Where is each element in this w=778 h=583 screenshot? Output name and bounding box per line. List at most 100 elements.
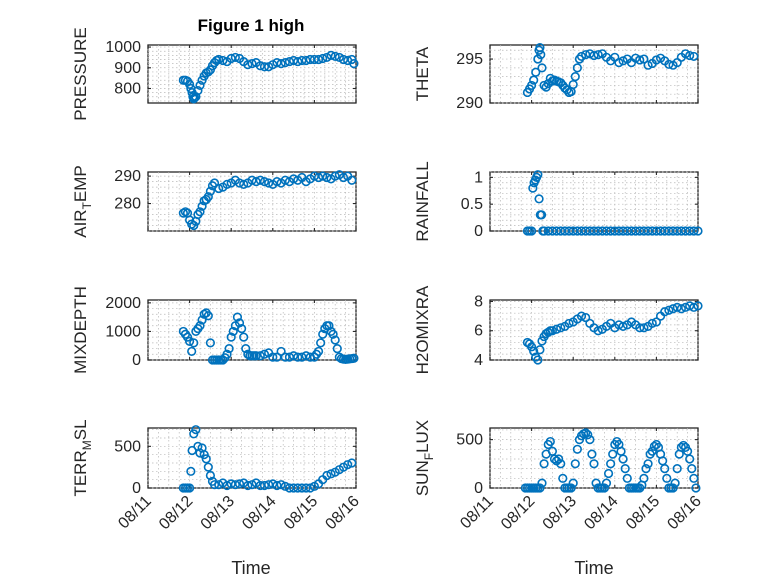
y-tick-label: 1000 — [105, 323, 141, 340]
data-point — [668, 483, 678, 493]
data-point — [218, 55, 228, 66]
data-point — [535, 483, 545, 493]
y-axis-label: MIXDEPTH — [71, 286, 90, 374]
data-point — [529, 346, 539, 356]
data-point — [318, 329, 328, 339]
data-point — [526, 226, 537, 236]
y-axis-label-tail: SL — [71, 419, 90, 440]
data-point — [222, 349, 232, 359]
data-point — [280, 175, 290, 185]
data-point — [326, 50, 336, 60]
data-point — [324, 321, 334, 331]
data-point — [622, 473, 632, 483]
data-point — [230, 52, 240, 63]
data-point — [535, 345, 545, 355]
data-point — [649, 441, 659, 451]
data-point — [562, 85, 572, 95]
data-point — [280, 481, 290, 491]
data-point — [641, 464, 651, 474]
figure-title: Figure 1 high — [198, 16, 305, 35]
y-axis-label-main: THETA — [413, 46, 432, 101]
data-point — [338, 172, 349, 183]
data-point — [280, 352, 290, 362]
data-point — [572, 63, 582, 73]
data-point — [543, 327, 553, 337]
data-point — [322, 470, 332, 481]
data-point — [693, 226, 703, 236]
data-point — [193, 85, 203, 96]
data-point — [635, 55, 645, 65]
data-point — [330, 335, 340, 345]
data-point — [239, 179, 249, 189]
data-point — [297, 55, 307, 66]
data-point — [576, 311, 587, 321]
data-point — [536, 210, 547, 220]
y-tick-label: 0.5 — [461, 196, 483, 213]
y-tick-label: 8 — [474, 293, 483, 310]
data-point — [554, 454, 564, 464]
data-point — [662, 473, 672, 483]
subplot-1: 800 900 1000 PRESSURE — [71, 27, 359, 121]
y-tick-label: 280 — [114, 196, 141, 213]
grid — [489, 300, 699, 361]
data-point — [264, 178, 274, 188]
subplot-8: 08/11 08/12 08/13 08/14 08/15 08/16 0 500 SUNFLU… — [413, 420, 705, 533]
x-tick-label: 08/16 — [322, 493, 362, 533]
data-point — [228, 326, 238, 337]
grid — [147, 172, 357, 232]
data-point — [328, 329, 338, 339]
data-point — [197, 315, 207, 325]
y-axis-label-main: H2OMIXRA — [413, 285, 432, 374]
y-tick-label: 0 — [132, 480, 141, 497]
data-point — [226, 332, 236, 342]
y-axis-label-subscript: M — [80, 440, 94, 450]
data-point — [589, 50, 599, 61]
data-point — [247, 59, 257, 69]
data-point — [568, 478, 578, 488]
x-tick-label: 08/13 — [540, 493, 580, 533]
data-point — [243, 60, 253, 70]
data-point — [224, 343, 234, 354]
x-axis-label-left: Time — [231, 558, 270, 578]
data-point — [568, 79, 578, 90]
data-point — [251, 351, 261, 361]
data-series — [178, 308, 359, 365]
data-point — [347, 175, 357, 185]
data-point — [255, 351, 265, 361]
y-tick-label: 900 — [114, 60, 141, 77]
y-axis-label: TERRMSL — [71, 419, 94, 496]
data-point — [556, 459, 566, 469]
data-point — [689, 473, 699, 483]
data-point — [205, 186, 215, 196]
y-tick-label: 295 — [456, 51, 483, 68]
data-point — [618, 454, 628, 464]
data-point — [230, 480, 240, 490]
data-series — [522, 170, 703, 236]
data-point — [589, 459, 599, 469]
data-point — [182, 332, 193, 342]
data-point — [237, 323, 247, 334]
y-axis-label-main: PRESSURE — [71, 27, 90, 121]
data-point — [195, 80, 205, 90]
data-point — [232, 312, 243, 322]
y-tick-label: 6 — [474, 323, 483, 340]
data-series — [178, 50, 359, 104]
data-point — [214, 54, 224, 65]
x-tick-label: 08/16 — [664, 493, 704, 533]
data-point — [185, 79, 195, 89]
data-point — [301, 55, 311, 66]
data-point — [201, 454, 211, 464]
data-point — [276, 480, 286, 490]
data-point — [585, 49, 595, 59]
data-point — [551, 324, 562, 334]
data-point — [689, 226, 699, 236]
x-tick-label: 08/12 — [156, 493, 196, 533]
data-point — [618, 56, 628, 66]
data-point — [536, 50, 546, 60]
y-axis-label-subscript: T — [80, 201, 94, 209]
grid — [147, 428, 357, 489]
y-axis-label-tail: LUX — [413, 420, 432, 453]
y-tick-label: 500 — [114, 438, 141, 455]
data-point — [606, 459, 616, 469]
